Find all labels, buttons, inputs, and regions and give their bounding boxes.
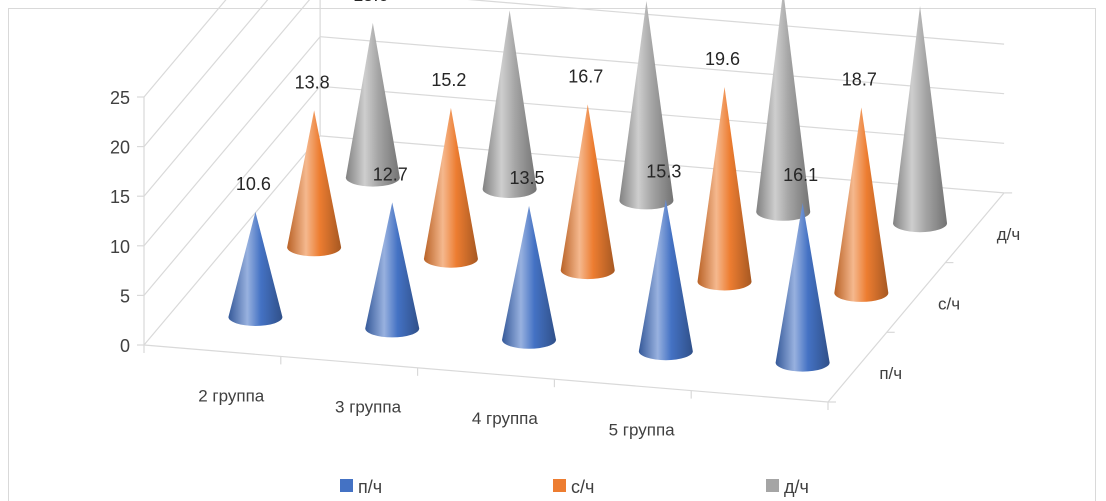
y-tick-label: 10	[110, 237, 130, 257]
data-label: 19.6	[705, 49, 740, 69]
chart-walls	[143, 0, 1013, 410]
cone-с/ч-5 группа	[697, 87, 752, 291]
cone-body	[756, 0, 811, 221]
cone-с/ч-4 группа	[560, 104, 615, 280]
cone-д/ч-3 группа	[482, 10, 537, 198]
data-label: 15.2	[431, 70, 466, 90]
data-label: 10.6	[236, 174, 271, 194]
cone-marks	[228, 0, 948, 372]
cone-п/ч-4 группа	[502, 205, 557, 349]
legend-swatch	[340, 479, 353, 492]
legend-item-с/ч: с/ч	[553, 477, 594, 497]
y-tick-label: 25	[110, 88, 130, 108]
chart-frame	[8, 8, 1096, 501]
cone-body	[365, 202, 420, 338]
side-wall-gridline	[143, 0, 227, 98]
depth-axis-label: п/ч	[879, 364, 902, 383]
cone-с/ч-3 группа	[423, 107, 478, 268]
cone-body	[502, 205, 557, 349]
cone-body	[228, 211, 283, 326]
cone-body	[287, 110, 342, 257]
cone-body	[423, 107, 478, 268]
legend: п/ч с/ч д/ч	[340, 477, 809, 497]
category-labels: 2 группа 3 группа 4 группа 5 группа	[198, 386, 675, 439]
y-axis-ticks: 0 5 10 15 20 25	[110, 88, 144, 356]
cone-д/ч-4 группа	[619, 0, 674, 210]
cone-п/ч-2 группа	[228, 211, 283, 326]
y-tick-label: 0	[120, 336, 130, 356]
cone-п/ч-3 группа	[365, 202, 420, 338]
legend-label: с/ч	[571, 477, 594, 497]
data-label: 15.6	[353, 0, 388, 5]
cone-п/ч-5 группа	[638, 199, 693, 361]
back-wall-gridline	[467, 0, 1005, 45]
cone-body	[619, 0, 674, 210]
cone-body	[638, 199, 693, 361]
category-label: 5 группа	[609, 420, 676, 439]
legend-swatch	[553, 479, 566, 492]
data-label: 16.1	[783, 165, 818, 185]
cone-с/ч-6 группа	[834, 107, 889, 302]
cone-body	[560, 104, 615, 280]
category-label: 4 группа	[472, 409, 539, 428]
side-wall-gridline	[143, 36, 321, 247]
cone-д/ч-6 группа	[893, 5, 948, 233]
cone-body	[482, 10, 537, 198]
cone-body	[697, 87, 752, 291]
y-tick-label: 5	[120, 286, 130, 306]
floor-front-edge	[143, 344, 829, 403]
data-label: 15.3	[646, 161, 681, 181]
side-wall-gridline	[143, 0, 311, 197]
category-label: 3 группа	[335, 398, 402, 417]
category-label: 2 группа	[198, 386, 265, 405]
data-label: 13.8	[295, 72, 330, 92]
cone-body	[775, 202, 830, 372]
legend-swatch	[766, 479, 779, 492]
depth-axis-label: с/ч	[938, 294, 960, 313]
y-tick-label: 15	[110, 187, 130, 207]
data-labels: 15.61820.122.321.913.815.216.719.618.710…	[236, 0, 877, 194]
cone-д/ч-5 группа	[756, 0, 811, 221]
side-wall-gridline	[143, 85, 321, 296]
back-wall-gridline	[320, 36, 1005, 95]
floor-right-edge	[827, 192, 1005, 403]
legend-item-п/ч: п/ч	[340, 477, 382, 497]
depth-axis-label: д/ч	[997, 225, 1021, 244]
legend-item-д/ч: д/ч	[766, 477, 809, 497]
y-tick-label: 20	[110, 138, 130, 158]
cone-д/ч-2 группа	[345, 22, 400, 187]
cone-body	[345, 22, 400, 187]
data-label: 16.7	[568, 66, 603, 86]
data-label: 12.7	[373, 164, 408, 184]
side-wall-gridline	[143, 0, 269, 147]
cone-body	[893, 5, 948, 233]
legend-label: д/ч	[784, 477, 809, 497]
data-label: 13.5	[510, 168, 545, 188]
legend-label: п/ч	[358, 477, 382, 497]
depth-axis-labels: п/ч с/ч д/ч	[879, 225, 1020, 383]
data-label: 18.7	[842, 69, 877, 89]
side-wall-gridline	[143, 135, 321, 346]
cone-body	[834, 107, 889, 302]
cone-п/ч-6 группа	[775, 202, 830, 372]
back-wall-gridline	[320, 85, 1005, 144]
cone-с/ч-2 группа	[287, 110, 342, 257]
